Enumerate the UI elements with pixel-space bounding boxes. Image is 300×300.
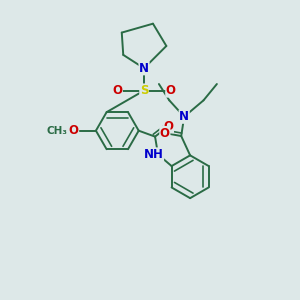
Text: O: O [112, 84, 122, 97]
Text: O: O [69, 124, 79, 137]
Text: O: O [160, 127, 170, 140]
Text: N: N [179, 110, 189, 123]
Text: N: N [139, 62, 149, 75]
Text: NH: NH [144, 148, 164, 161]
Text: O: O [164, 120, 173, 133]
Text: O: O [166, 84, 176, 97]
Text: CH₃: CH₃ [47, 126, 68, 136]
Text: S: S [140, 84, 148, 97]
